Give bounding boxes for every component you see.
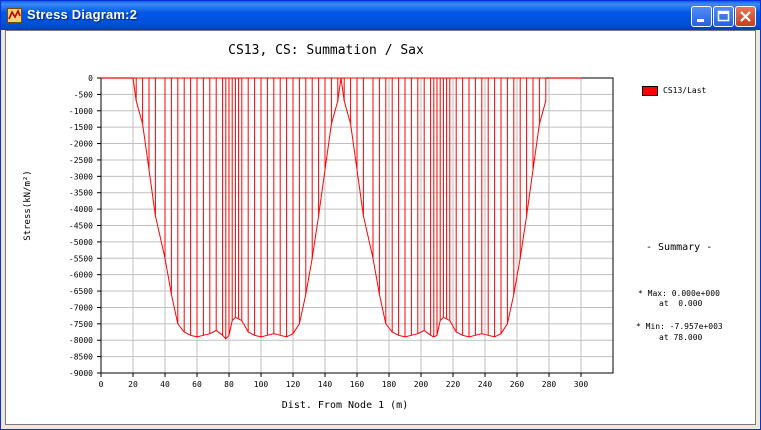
x-tick-label: 60 bbox=[192, 380, 202, 389]
x-tick-label: 300 bbox=[574, 380, 589, 389]
x-tick-label: 40 bbox=[160, 380, 170, 389]
maximize-button[interactable] bbox=[713, 6, 734, 27]
maximize-icon bbox=[717, 10, 730, 22]
summary-min: * Min: -7.957e+003 bbox=[636, 322, 723, 331]
summary-title: - Summary - bbox=[646, 242, 713, 253]
y-tick-label: -2000 bbox=[69, 140, 93, 149]
y-tick-label: -7000 bbox=[69, 303, 93, 312]
x-tick-label: 100 bbox=[254, 380, 269, 389]
y-tick-label: -7500 bbox=[69, 320, 93, 329]
x-tick-label: 20 bbox=[128, 380, 138, 389]
close-button[interactable] bbox=[735, 6, 756, 27]
stress-plot: 0 20 40 60 80 100 120 140 160 180 200 220 240 260 280 3… bbox=[23, 74, 614, 411]
legend-swatch bbox=[642, 86, 658, 96]
chart-title: CS13, CS: Summation / Sax bbox=[228, 43, 424, 58]
y-tick-label: -6000 bbox=[69, 271, 93, 280]
x-tick-label: 160 bbox=[350, 380, 365, 389]
y-tick-label: -6500 bbox=[69, 287, 93, 296]
x-tick-label: 180 bbox=[382, 380, 397, 389]
x-tick-label: 80 bbox=[224, 380, 234, 389]
summary-max-at: at 0.000 bbox=[659, 299, 703, 308]
y-tick-label: -5500 bbox=[69, 254, 93, 263]
close-icon bbox=[740, 11, 751, 22]
y-tick-label: -1000 bbox=[69, 107, 93, 116]
x-tick-label: 220 bbox=[446, 380, 461, 389]
y-tick-label: -9000 bbox=[69, 369, 93, 378]
title-bar[interactable]: Stress Diagram:2 bbox=[1, 1, 760, 30]
y-tick-label: -4000 bbox=[69, 205, 93, 214]
window-title: Stress Diagram:2 bbox=[27, 7, 138, 22]
x-tick-label: 120 bbox=[286, 380, 301, 389]
x-tick-label: 280 bbox=[542, 380, 557, 389]
y-tick-label: -3500 bbox=[69, 189, 93, 198]
y-tick-label: -2500 bbox=[69, 156, 93, 165]
x-tick-label: 240 bbox=[478, 380, 493, 389]
y-tick-label: -5000 bbox=[69, 238, 93, 247]
x-tick-label: 260 bbox=[510, 380, 525, 389]
x-axis-label: Dist. From Node 1 (m) bbox=[282, 400, 408, 411]
legend-label: CS13/Last bbox=[663, 86, 707, 95]
y-tick-label: -8000 bbox=[69, 336, 93, 345]
y-tick-label: 0 bbox=[88, 74, 93, 83]
x-tick-label: 200 bbox=[414, 380, 429, 389]
y-tick-label: -4500 bbox=[69, 222, 93, 231]
x-tick-label: 0 bbox=[99, 380, 104, 389]
y-tick-label: -500 bbox=[74, 90, 93, 99]
y-tick-label: -1500 bbox=[69, 123, 93, 132]
stress-diagram-app-icon[interactable] bbox=[7, 8, 22, 23]
y-axis-label: Stress(kN/m²) bbox=[23, 170, 33, 240]
summary-max: * Max: 0.000e+000 bbox=[638, 289, 720, 298]
minimize-button[interactable] bbox=[691, 6, 712, 27]
minimize-icon bbox=[697, 19, 704, 22]
y-tick-label: -3000 bbox=[69, 172, 93, 181]
summary-min-at: at 78.000 bbox=[659, 333, 703, 342]
x-tick-label: 140 bbox=[318, 380, 333, 389]
chart-area: CS13, CS: Summation / Sax 0 20 40 60 80 100 12… bbox=[5, 30, 756, 425]
y-tick-label: -8500 bbox=[69, 353, 93, 362]
series-outline bbox=[132, 77, 547, 340]
